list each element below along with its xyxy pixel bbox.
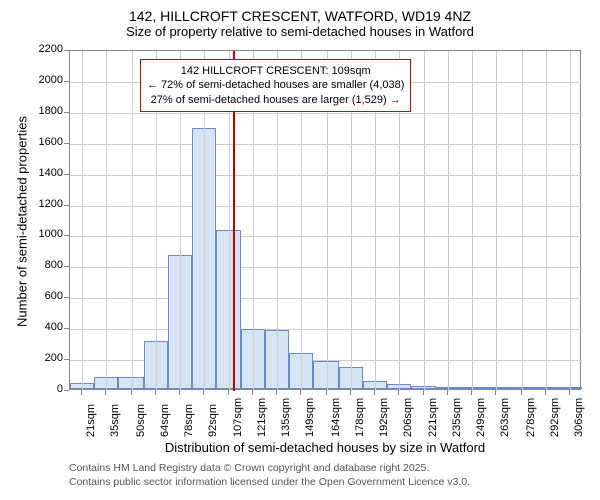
y-tick-label: 1800 [29,105,63,117]
chart-container: 142, HILLCROFT CRESCENT, WATFORD, WD19 4… [0,0,600,500]
y-tick-label: 2200 [29,43,63,55]
x-tick-label: 192sqm [378,398,390,437]
x-tick-label: 121sqm [256,398,268,437]
x-tick-label: 164sqm [330,398,342,437]
x-tick-mark [300,390,301,395]
y-tick-mark [64,328,69,329]
x-tick-mark [203,390,204,395]
y-tick-mark [64,297,69,298]
grid-line [522,51,523,391]
annotation-line: 142 HILLCROFT CRESCENT: 109sqm [147,64,404,78]
y-tick-label: 2000 [29,74,63,86]
x-tick-label: 35sqm [109,404,121,437]
y-tick-label: 1000 [29,228,63,240]
grid-line [106,51,107,391]
x-tick-mark [326,390,327,395]
x-tick-label: 178sqm [354,398,366,437]
x-tick-label: 149sqm [304,398,316,437]
x-tick-mark [131,390,132,395]
x-tick-label: 292sqm [549,398,561,437]
annotation-line: 27% of semi-detached houses are larger (… [147,93,404,107]
x-tick-label: 206sqm [402,398,414,437]
x-tick-label: 278sqm [525,398,537,437]
x-tick-mark [228,390,229,395]
y-tick-mark [64,205,69,206]
x-tick-mark [398,390,399,395]
grid-line [448,51,449,391]
x-tick-mark [374,390,375,395]
x-tick-mark [276,390,277,395]
y-tick-mark [64,50,69,51]
chart-title: 142, HILLCROFT CRESCENT, WATFORD, WD19 4… [0,0,600,24]
y-tick-mark [64,235,69,236]
footer-line-1: Contains HM Land Registry data © Crown c… [69,462,429,474]
x-tick-mark [545,390,546,395]
y-tick-label: 0 [29,383,63,395]
annotation-line: ← 72% of semi-detached houses are smalle… [147,78,404,92]
x-tick-mark [495,390,496,395]
footer-line-2: Contains public sector information licen… [69,476,470,488]
x-tick-mark [350,390,351,395]
x-tick-label: 263sqm [499,398,511,437]
y-tick-label: 400 [29,321,63,333]
x-tick-mark [569,390,570,395]
x-tick-mark [155,390,156,395]
grid-line [424,51,425,391]
grid-line [132,51,133,391]
y-tick-label: 600 [29,290,63,302]
x-tick-mark [179,390,180,395]
x-tick-label: 21sqm [85,404,97,437]
x-tick-mark [105,390,106,395]
y-tick-mark [64,81,69,82]
x-tick-label: 64sqm [159,404,171,437]
x-tick-label: 78sqm [183,404,195,437]
x-tick-mark [521,390,522,395]
y-tick-label: 1400 [29,167,63,179]
y-tick-mark [64,174,69,175]
y-tick-label: 800 [29,259,63,271]
grid-line [546,51,547,391]
y-tick-mark [64,112,69,113]
x-tick-mark [423,390,424,395]
y-tick-mark [64,359,69,360]
x-tick-label: 249sqm [475,398,487,437]
x-tick-label: 107sqm [232,398,244,437]
y-tick-label: 200 [29,352,63,364]
y-tick-mark [64,390,69,391]
x-tick-label: 221sqm [427,398,439,437]
y-axis-label: Number of semi-detached properties [15,112,30,332]
grid-line [496,51,497,391]
x-tick-label: 235sqm [451,398,463,437]
chart-subtitle: Size of property relative to semi-detach… [0,24,600,43]
x-tick-mark [471,390,472,395]
y-tick-label: 1600 [29,136,63,148]
x-tick-label: 92sqm [207,404,219,437]
y-tick-mark [64,266,69,267]
x-tick-label: 306sqm [573,398,585,437]
y-tick-label: 1200 [29,198,63,210]
x-tick-mark [447,390,448,395]
x-tick-mark [81,390,82,395]
y-tick-mark [64,143,69,144]
plot-area: 142 HILLCROFT CRESCENT: 109sqm← 72% of s… [69,50,581,390]
x-axis-label: Distribution of semi-detached houses by … [69,440,581,455]
x-tick-mark [252,390,253,395]
x-tick-label: 135sqm [280,398,292,437]
grid-line [472,51,473,391]
grid-line [82,51,83,391]
grid-line [570,51,571,391]
x-tick-label: 50sqm [135,404,147,437]
annotation-box: 142 HILLCROFT CRESCENT: 109sqm← 72% of s… [140,59,411,112]
